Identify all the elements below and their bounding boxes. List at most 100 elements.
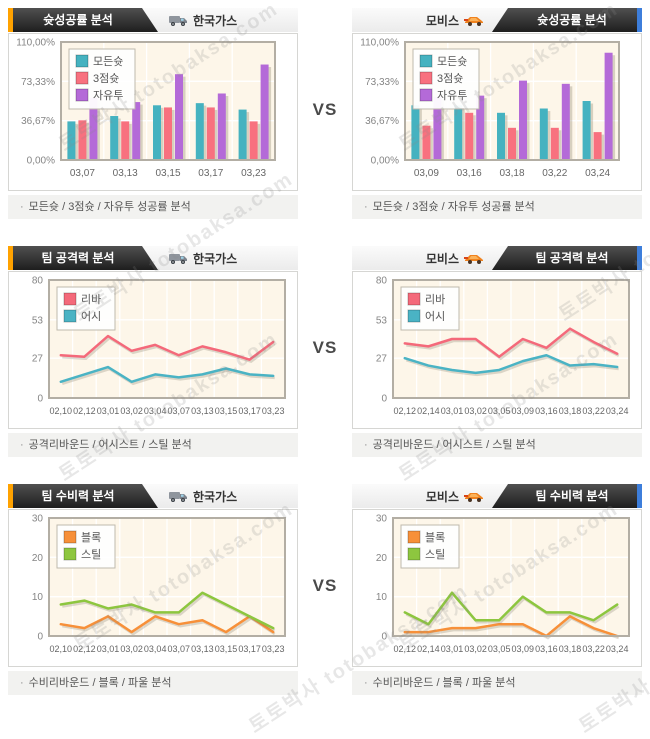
svg-text:03,15: 03,15 bbox=[215, 406, 238, 416]
svg-text:03,05: 03,05 bbox=[488, 406, 511, 416]
svg-text:110,00%: 110,00% bbox=[16, 38, 55, 49]
chart-caption: · 수비리바운드 / 블록 / 파울 분석 bbox=[352, 671, 642, 695]
svg-text:03,16: 03,16 bbox=[535, 644, 558, 654]
caption-text: 공격리바운드 / 어시스트 / 스틸 분석 bbox=[28, 439, 192, 451]
svg-text:0,00%: 0,00% bbox=[27, 156, 55, 167]
svg-text:03,05: 03,05 bbox=[488, 644, 511, 654]
offense-section-hankookgas: 팀 공격력 분석 한국가스 리바 어시 80 53 27 0 02,10 02,12 03,01… bbox=[8, 246, 298, 457]
team-label: 한국가스 bbox=[168, 484, 237, 508]
svg-text:53: 53 bbox=[32, 315, 44, 326]
blue-accent-bar bbox=[637, 246, 642, 270]
svg-text:02,12: 02,12 bbox=[73, 406, 96, 416]
chart-panel: 모든슛 3점슛 자유투 110,00% 73,33% 36,67% 0,00% 03,07 03… bbox=[8, 33, 298, 191]
svg-text:53: 53 bbox=[376, 315, 388, 326]
truck-icon bbox=[169, 16, 187, 26]
team-name: 한국가스 bbox=[193, 251, 238, 266]
svg-text:10: 10 bbox=[32, 592, 44, 603]
chart-panel: 블록 스틸 30 20 10 0 02,10 02,12 03,01 03,02 03,04 03,0… bbox=[8, 509, 298, 667]
blue-accent-bar bbox=[637, 8, 642, 32]
svg-text:20: 20 bbox=[32, 553, 44, 564]
caption-text: 모든슛 / 3점슛 / 자유투 성공률 분석 bbox=[372, 201, 535, 213]
svg-text:모든슛: 모든슛 bbox=[437, 55, 467, 68]
svg-text:어시: 어시 bbox=[81, 310, 101, 323]
chart-panel: 리바 어시 80 53 27 0 02,12 02,14 03,01 03,02 03,05 03,0… bbox=[352, 271, 642, 429]
svg-text:블록: 블록 bbox=[425, 531, 445, 544]
svg-text:03,01: 03,01 bbox=[441, 644, 464, 654]
section-title-tab: 슛성공률 분석 bbox=[492, 8, 642, 32]
svg-text:스틸: 스틸 bbox=[425, 548, 445, 561]
section-header: 팀 공격력 분석 한국가스 bbox=[8, 246, 298, 270]
svg-text:03,24: 03,24 bbox=[585, 168, 610, 179]
shooting-section-hankookgas: 슛성공률 분석 한국가스 모든슛 3점슛 자유투 110,00% 73,33% 36,67… bbox=[8, 8, 298, 219]
svg-text:03,02: 03,02 bbox=[120, 644, 143, 654]
svg-text:02,12: 02,12 bbox=[394, 406, 417, 416]
svg-text:03,13: 03,13 bbox=[113, 168, 138, 179]
svg-text:3점슛: 3점슛 bbox=[93, 72, 119, 85]
shooting-section-mobis: 모비스 슛성공률 분석 모든슛 3점슛 자유투 110,00% 73,33% 36,67%… bbox=[352, 8, 642, 219]
chart-panel: 블록 스틸 30 20 10 0 02,12 02,14 03,01 03,02 03,05 03,0… bbox=[352, 509, 642, 667]
svg-text:73,33%: 73,33% bbox=[365, 77, 399, 88]
svg-text:03,02: 03,02 bbox=[120, 406, 143, 416]
section-header: 팀 수비력 분석 한국가스 bbox=[8, 484, 298, 508]
chart-panel: 리바 어시 80 53 27 0 02,10 02,12 03,01 03,02 03,04 03,0… bbox=[8, 271, 298, 429]
svg-text:모든슛: 모든슛 bbox=[93, 55, 123, 68]
svg-text:리바: 리바 bbox=[81, 293, 101, 306]
svg-text:03,18: 03,18 bbox=[559, 644, 582, 654]
svg-text:30: 30 bbox=[32, 514, 44, 525]
svg-text:0: 0 bbox=[381, 632, 387, 643]
section-header: 모비스 팀 공격력 분석 bbox=[352, 246, 642, 270]
svg-text:02,12: 02,12 bbox=[394, 644, 417, 654]
team-label: 모비스 bbox=[426, 246, 484, 270]
orange-accent-bar bbox=[8, 8, 13, 32]
svg-text:03,24: 03,24 bbox=[606, 644, 629, 654]
svg-text:03,09: 03,09 bbox=[512, 406, 535, 416]
caption-bullet: · bbox=[20, 439, 24, 451]
svg-text:03,02: 03,02 bbox=[464, 406, 487, 416]
orange-accent-bar bbox=[8, 484, 13, 508]
team-name: 모비스 bbox=[425, 251, 459, 266]
svg-text:스틸: 스틸 bbox=[81, 548, 101, 561]
caption-bullet: · bbox=[20, 677, 24, 689]
svg-text:0,00%: 0,00% bbox=[371, 156, 399, 167]
svg-text:3점슛: 3점슛 bbox=[437, 72, 463, 85]
svg-text:03,04: 03,04 bbox=[144, 644, 167, 654]
section-header: 모비스 슛성공률 분석 bbox=[352, 8, 642, 32]
svg-text:03,01: 03,01 bbox=[441, 406, 464, 416]
svg-text:03,13: 03,13 bbox=[191, 406, 214, 416]
section-title: 팀 공격력 분석 bbox=[535, 251, 609, 265]
svg-text:03,01: 03,01 bbox=[97, 406, 120, 416]
caption-bullet: · bbox=[364, 677, 368, 689]
race-car-icon bbox=[464, 255, 483, 264]
caption-text: 공격리바운드 / 어시스트 / 스틸 분석 bbox=[372, 439, 536, 451]
svg-text:03,22: 03,22 bbox=[542, 168, 567, 179]
defense-section-mobis: 모비스 팀 수비력 분석 블록 스틸 30 20 10 0 02,12 02,14 03,01 0… bbox=[352, 484, 642, 695]
svg-text:80: 80 bbox=[32, 276, 44, 287]
svg-text:03,01: 03,01 bbox=[97, 644, 120, 654]
svg-text:0: 0 bbox=[381, 394, 387, 405]
svg-text:30: 30 bbox=[376, 514, 388, 525]
svg-text:03,15: 03,15 bbox=[215, 644, 238, 654]
svg-text:03,17: 03,17 bbox=[198, 168, 223, 179]
section-header: 슛성공률 분석 한국가스 bbox=[8, 8, 298, 32]
svg-text:어시: 어시 bbox=[425, 310, 445, 323]
section-title-tab: 팀 수비력 분석 bbox=[8, 484, 158, 508]
svg-text:03,04: 03,04 bbox=[144, 406, 167, 416]
svg-text:03,18: 03,18 bbox=[499, 168, 524, 179]
race-car-icon bbox=[464, 493, 483, 502]
caption-text: 수비리바운드 / 블록 / 파울 분석 bbox=[28, 677, 172, 689]
team-label: 한국가스 bbox=[168, 8, 237, 32]
svg-text:03,22: 03,22 bbox=[582, 406, 605, 416]
caption-bullet: · bbox=[364, 439, 368, 451]
svg-text:10: 10 bbox=[376, 592, 388, 603]
svg-text:0: 0 bbox=[37, 632, 43, 643]
race-car-icon bbox=[464, 17, 483, 26]
chart-caption: · 모든슛 / 3점슛 / 자유투 성공률 분석 bbox=[8, 195, 298, 219]
svg-text:03,15: 03,15 bbox=[155, 168, 180, 179]
caption-bullet: · bbox=[364, 201, 368, 213]
section-title: 팀 수비력 분석 bbox=[41, 489, 115, 503]
svg-text:03,13: 03,13 bbox=[191, 644, 214, 654]
